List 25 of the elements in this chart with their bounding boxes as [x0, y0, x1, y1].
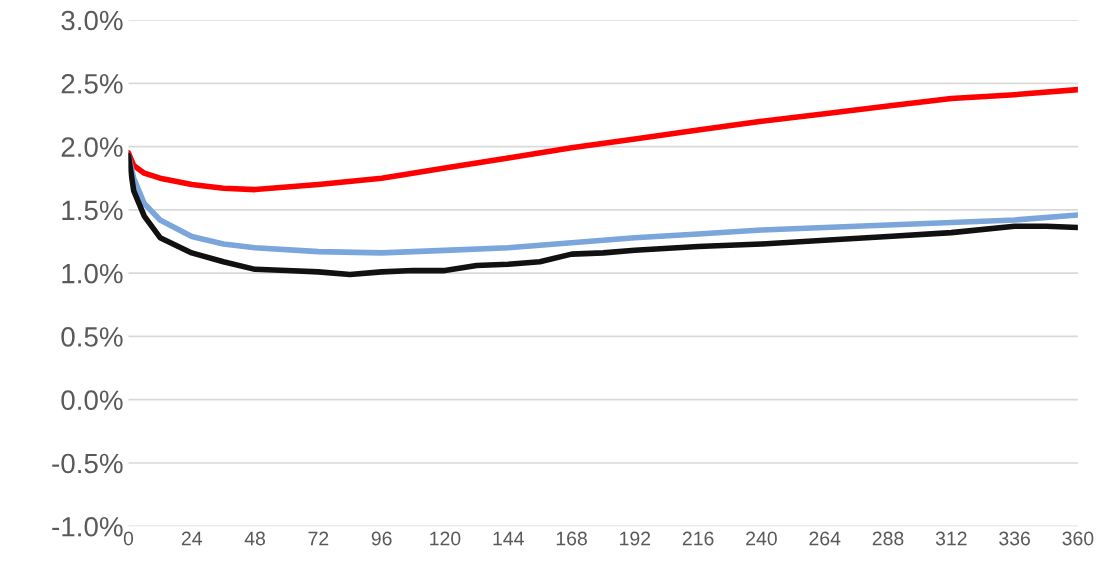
x-tick-label: 240	[746, 531, 777, 546]
x-tick-label: 96	[371, 531, 392, 546]
y-tick-label: 1.0%	[62, 263, 123, 284]
y-tick-label: 0.0%	[61, 390, 123, 411]
x-tick-label: 192	[620, 531, 651, 546]
y-tick-label: 3.0%	[61, 10, 123, 31]
y-tick-label: 2.0%	[61, 137, 123, 157]
y-tick-label: -0.5%	[52, 453, 123, 474]
x-tick-label: 288	[872, 531, 904, 546]
x-tick-label: 48	[244, 531, 266, 546]
x-tick-label: 0	[123, 531, 134, 546]
x-tick-label: 24	[181, 531, 202, 546]
y-tick-label: 2.5%	[61, 73, 123, 94]
x-tick-label: 168	[556, 531, 587, 546]
x-tick-label: 144	[493, 531, 524, 546]
x-tick-label: 72	[308, 531, 329, 546]
x-tick-label: 336	[999, 531, 1030, 546]
x-tick-label: 360	[1062, 531, 1094, 546]
y-tick-label: -1.0%	[52, 516, 123, 537]
x-tick-label: 120	[430, 531, 461, 546]
x-tick-label: 264	[809, 531, 841, 546]
x-tick-label: 312	[935, 531, 967, 546]
x-tick-label: 216	[682, 531, 714, 546]
y-tick-label: 1.5%	[62, 200, 123, 221]
y-tick-label: 0.5%	[61, 327, 123, 347]
